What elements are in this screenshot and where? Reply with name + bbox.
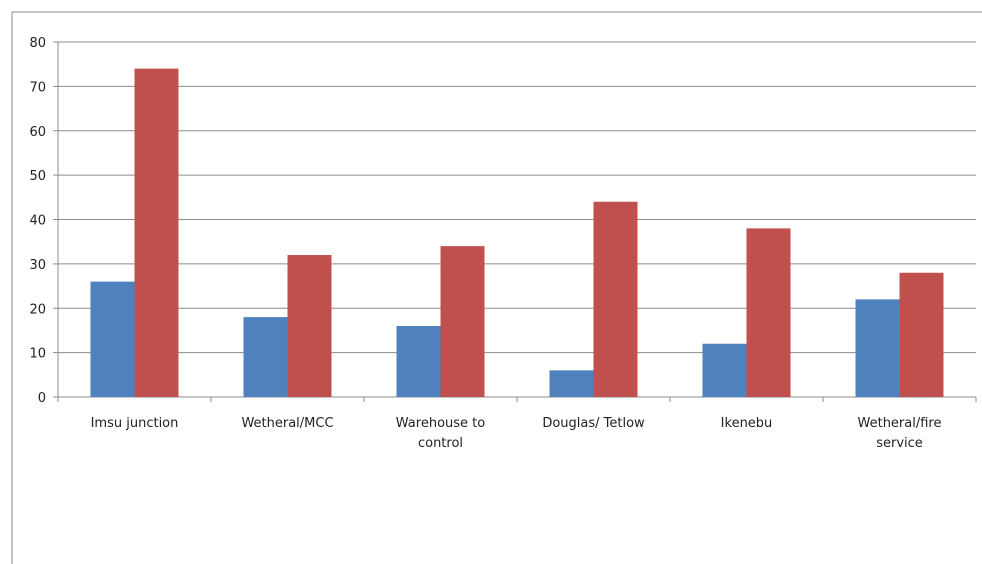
x-category-label: Imsu junction bbox=[91, 416, 179, 431]
bar-series-2 bbox=[287, 255, 332, 397]
bar-series-1 bbox=[549, 370, 594, 397]
bar-series-1 bbox=[90, 281, 135, 397]
y-tick-label: 60 bbox=[29, 125, 46, 140]
y-tick-label: 70 bbox=[29, 80, 46, 95]
bar-series-2 bbox=[440, 246, 485, 397]
x-category-label: Warehouse to control bbox=[396, 416, 485, 451]
bar-series-2 bbox=[746, 228, 791, 397]
y-tick-label: 0 bbox=[38, 391, 46, 406]
bar-series-1 bbox=[396, 326, 441, 397]
x-category-label: Douglas/ Tetlow bbox=[542, 416, 645, 431]
y-tick-label: 20 bbox=[29, 302, 46, 317]
y-tick-label: 10 bbox=[29, 347, 46, 362]
x-category-label: Wetheral/fire service bbox=[858, 416, 942, 451]
bar-series-2 bbox=[593, 201, 638, 397]
y-tick-label: 50 bbox=[29, 169, 46, 184]
bar-series-1 bbox=[702, 343, 747, 397]
bar-series-2 bbox=[899, 272, 944, 397]
bar-series-2 bbox=[134, 68, 179, 397]
x-category-label: Wetheral/MCC bbox=[241, 416, 333, 431]
y-tick-label: 80 bbox=[29, 36, 46, 51]
x-category-label: Ikenebu bbox=[721, 416, 773, 431]
bar-series-1 bbox=[243, 317, 288, 397]
y-tick-label: 40 bbox=[29, 214, 46, 229]
y-tick-label: 30 bbox=[29, 258, 46, 273]
bar-series-1 bbox=[855, 299, 900, 397]
